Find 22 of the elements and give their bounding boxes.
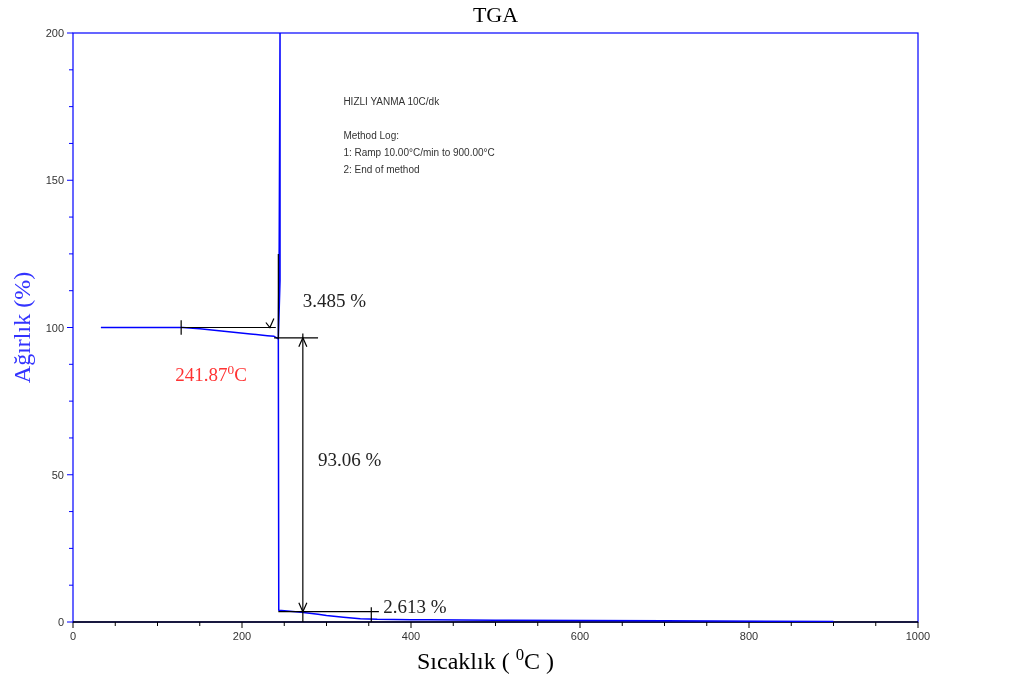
annotation: 93.06 % <box>318 448 382 470</box>
x-axis-title: Sıcaklık ( $^{0}$C ) <box>416 644 555 674</box>
annotation: 241.87$^{0}$C <box>175 361 247 385</box>
x-tick-label: 0 <box>69 630 77 642</box>
y-tick-label: 200 <box>45 27 64 39</box>
y-axis-title: Ağırlık (%) <box>9 271 35 384</box>
annotation: HIZLI YANMA 10C/dk <box>343 96 441 107</box>
annotation: 3.485 % <box>302 289 367 311</box>
x-tick-label: 200 <box>232 630 252 642</box>
annotation: Method Log: <box>343 130 400 141</box>
x-tick-label: 1000 <box>905 630 931 642</box>
y-tick-label: 0 <box>57 616 64 628</box>
annotation: 1: Ramp 10.00°C/min to 900.00°C <box>343 147 495 158</box>
chart-title: TGA <box>472 2 519 27</box>
x-tick-label: 800 <box>739 630 759 642</box>
x-tick-label: 400 <box>401 630 421 642</box>
y-tick-label: 50 <box>51 468 64 481</box>
annotation: 2: End of method <box>343 164 420 175</box>
x-tick-label: 600 <box>570 630 590 642</box>
y-tick-label: 150 <box>45 174 64 187</box>
y-tick-label: 100 <box>45 321 64 334</box>
annotation: 2.613 % <box>383 596 447 618</box>
